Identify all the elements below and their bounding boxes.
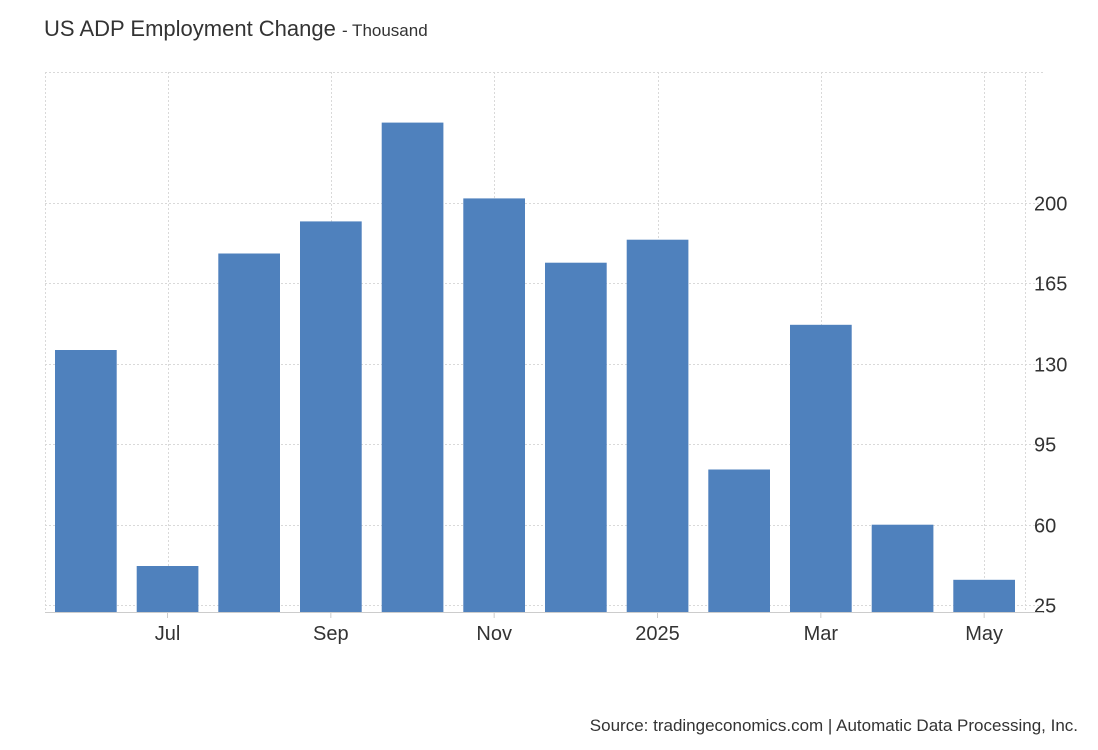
x-tick-label: Nov [476,623,512,645]
x-tick-label: Mar [804,623,839,645]
x-tick-label: Jul [155,623,181,645]
bar-2024-08 [218,253,280,612]
bar-2024-10 [381,122,444,612]
bar-2025-05 [953,579,1015,612]
bar-2024-06 [55,350,117,612]
y-tick-label: 60 [1034,516,1056,538]
bar-2025-01 [626,239,689,612]
bar-2025-02 [708,469,770,612]
chart-unit-label: - Thousand [341,21,428,40]
bar-2024-12 [545,262,607,612]
x-tick-label: Sep [313,623,349,645]
y-tick-label: 200 [1034,194,1067,216]
y-tick-label: 165 [1034,274,1067,296]
bar-2024-07 [136,566,199,612]
bar-2024-09 [300,221,362,612]
y-tick-label: 130 [1034,355,1067,377]
bar-2024-11 [463,198,525,612]
x-tick-label: May [965,623,1003,645]
y-tick-label: 25 [1034,596,1056,618]
x-tick-label: 2025 [635,623,680,645]
chart-title-text: US ADP Employment Change [44,16,336,41]
y-tick-label: 95 [1034,435,1056,457]
source-note: Source: tradingeconomics.com | Automatic… [589,716,1078,735]
bar-2025-03 [790,324,852,612]
chart-title: US ADP Employment Change - Thousand [44,16,428,42]
bar-2025-04 [871,524,934,612]
